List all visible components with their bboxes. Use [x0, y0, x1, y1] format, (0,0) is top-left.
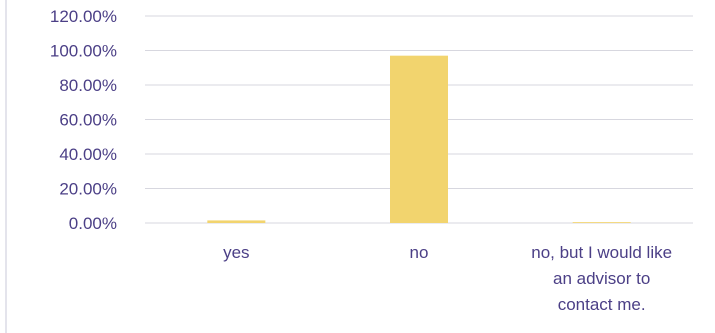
y-tick-label: 0.00% [69, 214, 117, 233]
x-category-label-line: contact me. [558, 295, 646, 314]
y-axis-tick-labels: 0.00% 20.00% 40.00% 60.00% 80.00% 100.00% 120.… [50, 7, 117, 233]
y-tick-label: 20.00% [59, 180, 117, 199]
x-category-label-line: yes [223, 243, 249, 262]
bar-2 [390, 55, 448, 223]
x-axis-category-labels: yes no no, but I would like an advisor to co… [223, 243, 672, 314]
x-category-label: no, but I would like an advisor to contact… [531, 243, 672, 314]
bars [207, 55, 631, 223]
bar-3 [572, 222, 631, 223]
y-tick-label: 120.00% [50, 7, 117, 26]
bar-1 [207, 220, 266, 223]
y-tick-label: 100.00% [50, 42, 117, 61]
x-category-label-line: an advisor to [553, 269, 650, 288]
x-category-label-line: no [410, 243, 429, 262]
y-tick-label: 60.00% [59, 111, 117, 130]
x-category-label: yes [223, 243, 249, 262]
x-category-label: no [410, 243, 429, 262]
x-category-label-line: no, but I would like [531, 243, 672, 262]
y-tick-label: 40.00% [59, 145, 117, 164]
y-tick-label: 80.00% [59, 76, 117, 95]
